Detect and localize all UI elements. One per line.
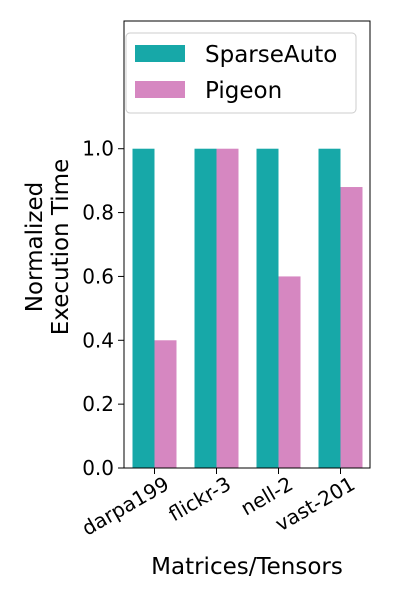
bar-pigeon-vast-201 [340, 187, 363, 468]
x-tick-label: darpa199 [78, 472, 173, 541]
legend-swatch-sparseauto [135, 45, 185, 62]
plot-frame [123, 20, 371, 469]
bar-sparseauto-vast-201 [318, 148, 341, 468]
y-tick-label: 0.4 [82, 328, 114, 352]
x-tick-label: flickr-3 [164, 472, 235, 527]
y-tick-label: 0.6 [82, 264, 114, 288]
y-axis-ticks: 0.0 0.2 0.4 0.6 0.8 1.0 [82, 137, 124, 480]
y-axis-label-line-2: Execution Time [48, 159, 74, 335]
y-tick-label: 0.2 [82, 392, 114, 416]
bars-group [132, 148, 363, 468]
y-axis-label-line-1: Normalized [22, 182, 48, 312]
y-tick-label: 1.0 [82, 137, 114, 161]
legend-label-pigeon: Pigeon [205, 78, 282, 104]
legend-swatch-pigeon [135, 81, 185, 98]
bar-sparseauto-nell-2 [256, 148, 279, 468]
bar-pigeon-flickr-3 [216, 148, 239, 468]
legend-label-sparseauto: SparseAuto [205, 42, 337, 68]
bar-pigeon-darpa199 [154, 340, 177, 468]
legend: SparseAuto Pigeon [125, 32, 357, 114]
bar-sparseauto-flickr-3 [194, 148, 217, 468]
bar-sparseauto-darpa199 [132, 148, 155, 468]
y-axis-label: Normalized Execution Time [22, 159, 74, 335]
x-axis-label: Matrices/Tensors [151, 554, 343, 580]
bar-pigeon-nell-2 [278, 276, 301, 468]
y-tick-label: 0.0 [82, 456, 114, 480]
y-tick-label: 0.8 [82, 201, 114, 225]
